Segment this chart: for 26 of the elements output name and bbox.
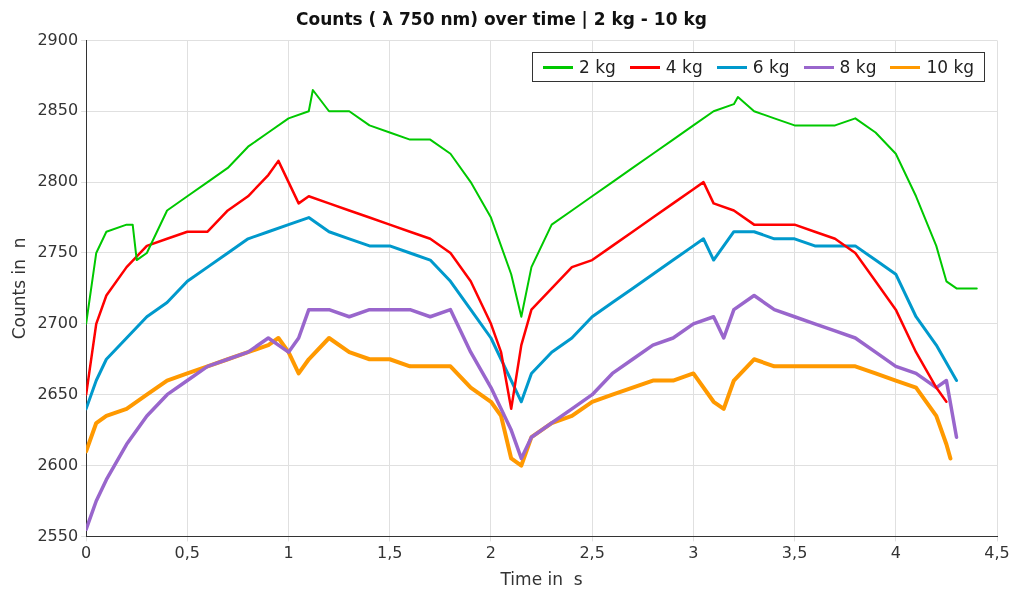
y-tick-label: 2650 bbox=[37, 383, 79, 403]
y-tick-label: 2600 bbox=[37, 454, 79, 474]
x-tick-label: 3,5 bbox=[781, 543, 808, 563]
legend-label: 8 kg bbox=[839, 57, 877, 78]
y-tick-label: 2850 bbox=[37, 100, 79, 120]
y-axis-title: Counts in n bbox=[8, 237, 29, 340]
x-tick-label: 2,5 bbox=[579, 543, 605, 563]
y-tick-label: 2900 bbox=[37, 29, 79, 49]
legend-label: 4 kg bbox=[665, 57, 703, 78]
x-tick-label: 0 bbox=[81, 543, 92, 563]
y-tick-label: 2700 bbox=[37, 312, 79, 332]
chart-title: Counts ( λ 750 nm) over time | 2 kg - 10 kg bbox=[296, 8, 707, 29]
x-tick-label: 1 bbox=[283, 543, 294, 563]
x-tick-label: 4 bbox=[890, 543, 901, 563]
legend-label: 6 kg bbox=[752, 57, 790, 78]
x-tick-label: 0,5 bbox=[174, 543, 201, 563]
x-axis-title: Time in s bbox=[499, 569, 583, 590]
legend-label: 10 kg bbox=[926, 57, 975, 78]
legend-label: 2 kg bbox=[579, 57, 616, 78]
x-tick-label: 1,5 bbox=[377, 543, 403, 563]
x-tick-label: 2 bbox=[485, 543, 497, 563]
y-tick-label: 2750 bbox=[37, 242, 79, 262]
y-tick-label: 2800 bbox=[37, 171, 79, 191]
y-tick-label: 2550 bbox=[37, 525, 79, 545]
x-tick-label: 3 bbox=[688, 543, 699, 563]
x-tick-label: 4,5 bbox=[984, 543, 1010, 563]
